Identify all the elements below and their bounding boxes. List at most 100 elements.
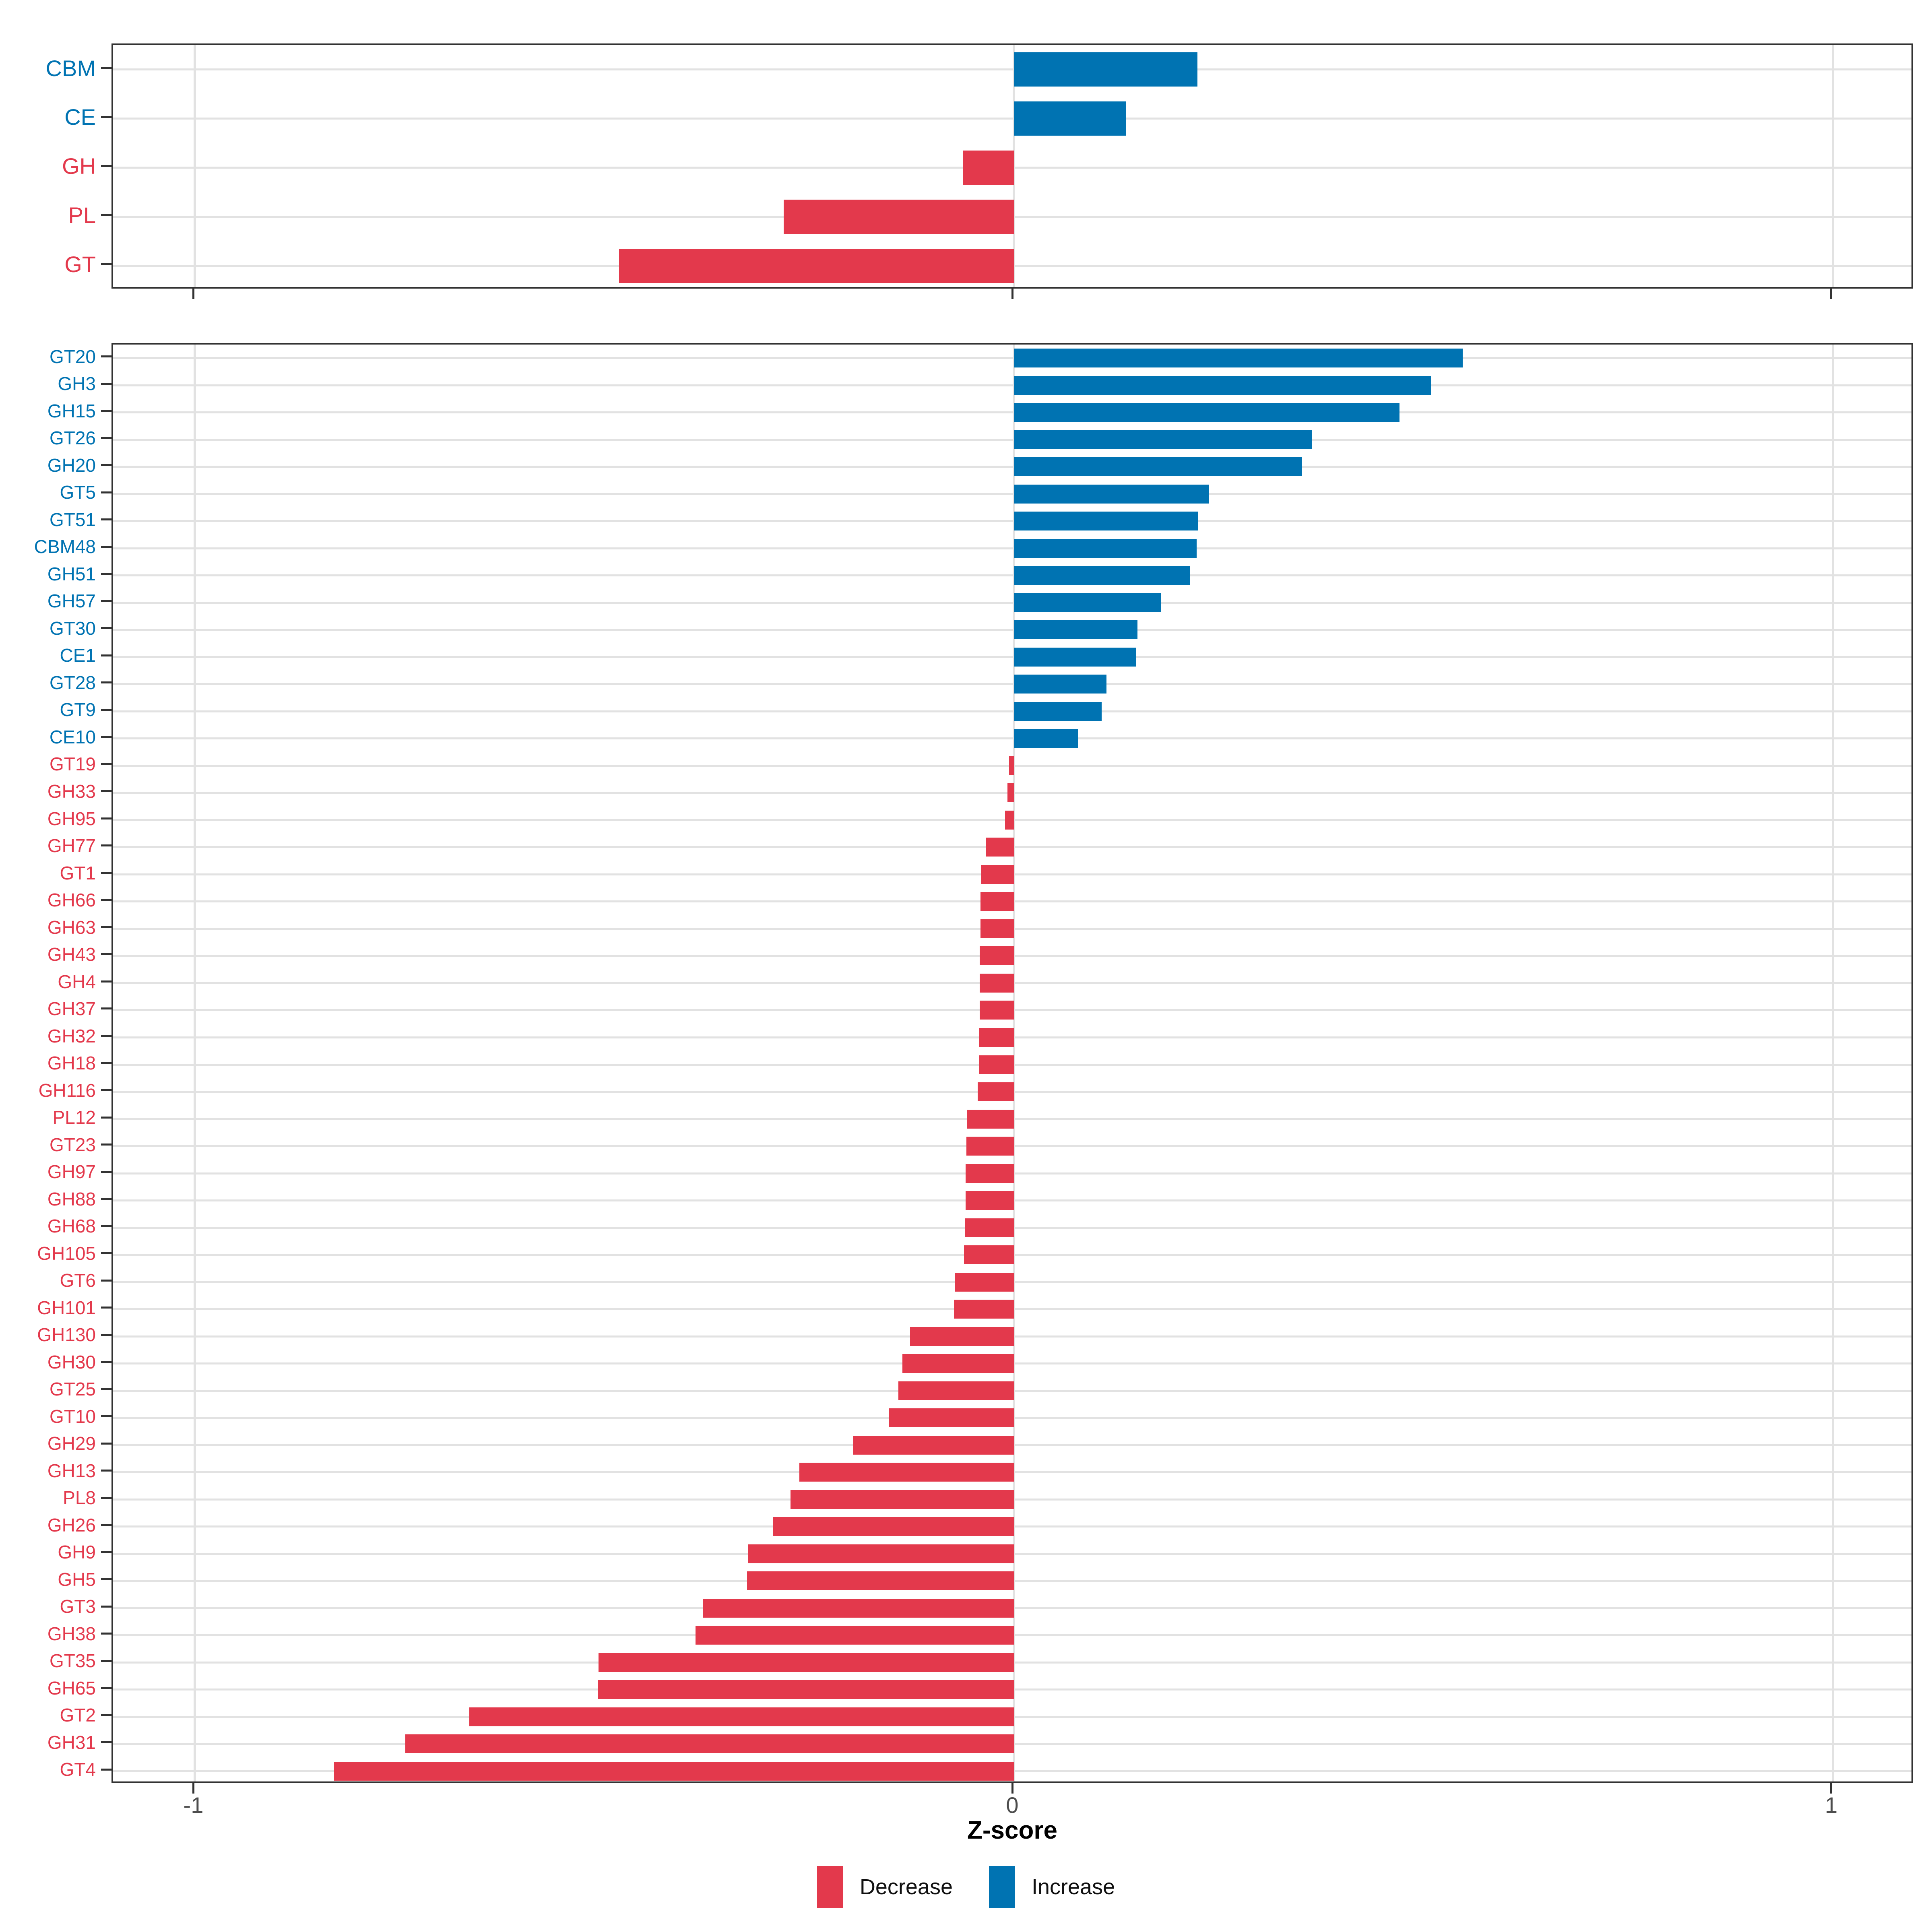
category-label-GT35: GT35 [49,1650,96,1672]
bar-GH63 [980,919,1014,938]
bar-GH37 [979,1001,1014,1020]
bar-GT2 [469,1707,1014,1726]
row-gridline [113,411,1911,414]
category-label-GT51: GT51 [49,509,96,530]
y-tick [101,763,111,765]
category-label-GH43: GH43 [47,944,96,965]
category-label-GT19: GT19 [49,753,96,775]
bar-CBM [1014,52,1197,87]
bar-GT3 [702,1598,1014,1618]
bar-GH29 [853,1435,1014,1455]
category-label-GT3: GT3 [60,1596,96,1617]
y-tick [101,1007,111,1010]
row-gridline [113,384,1911,386]
category-label-GT6: GT6 [60,1270,96,1291]
category-label-GH63: GH63 [47,916,96,938]
row-gridline [113,629,1911,631]
y-tick [101,1496,111,1499]
category-label-GH15: GH15 [47,400,96,421]
category-label-GT20: GT20 [49,346,96,367]
bar-GH43 [979,946,1014,966]
bar-GT [619,248,1014,283]
y-tick [101,1524,111,1526]
category-label-GH20: GH20 [47,454,96,476]
category-label-GH68: GH68 [47,1216,96,1237]
category-label-GH65: GH65 [47,1677,96,1699]
legend-item-increase: Increase [989,1866,1115,1908]
category-label-GH66: GH66 [47,890,96,911]
row-gridline [113,438,1911,441]
row-gridline [113,493,1911,495]
bar-PL [784,199,1014,234]
row-gridline [113,68,1911,71]
bar-GH130 [910,1327,1014,1346]
category-label-GH13: GH13 [47,1460,96,1481]
bar-GH20 [1014,457,1302,477]
row-gridline [113,520,1911,522]
panel-cazyme-families [111,343,1913,1783]
category-label-GH88: GH88 [47,1188,96,1210]
x-axis-title: Z-score [967,1816,1057,1844]
vertical-gridline [194,345,196,1781]
y-tick [101,437,111,439]
bar-GH97 [965,1164,1014,1183]
bar-GH5 [747,1571,1014,1591]
y-tick [101,844,111,847]
y-tick [101,1361,111,1363]
bar-GH105 [964,1245,1014,1265]
bar-GH26 [773,1517,1014,1536]
y-tick [101,116,111,118]
category-label-GH4: GH4 [58,971,96,992]
bar-CE10 [1014,729,1078,748]
bar-GH116 [978,1082,1014,1101]
y-tick [101,790,111,793]
category-label-GH18: GH18 [47,1053,96,1074]
y-tick [101,1144,111,1146]
row-gridline [113,357,1911,359]
bar-CBM48 [1014,539,1197,558]
x-tick [192,289,194,299]
y-tick [101,464,111,466]
y-tick [101,382,111,385]
row-gridline [113,683,1911,685]
y-tick [101,1687,111,1689]
y-tick [101,214,111,216]
bar-GH38 [695,1626,1014,1645]
bar-GT9 [1014,702,1102,721]
y-tick [101,899,111,901]
category-label-GT2: GT2 [60,1705,96,1726]
bar-GT28 [1014,675,1106,694]
category-label-GT30: GT30 [49,617,96,639]
legend-label-increase: Increase [1031,1875,1115,1899]
y-tick [101,1279,111,1282]
category-label-GH97: GH97 [47,1161,96,1183]
bar-GH18 [978,1055,1014,1074]
row-gridline [113,710,1911,712]
y-tick [101,600,111,602]
category-label-GH51: GH51 [47,563,96,584]
y-tick [101,654,111,656]
category-label-GT10: GT10 [49,1406,96,1427]
y-tick [101,1551,111,1553]
y-tick [101,1089,111,1091]
category-label-GH37: GH37 [47,998,96,1020]
y-tick [101,736,111,738]
bar-GT10 [888,1408,1014,1428]
bar-GH95 [1005,810,1014,830]
category-label-GH3: GH3 [58,373,96,394]
x-tick-label-zero: 0 [1006,1792,1019,1818]
bar-GH57 [1014,593,1162,612]
y-tick [101,1415,111,1418]
y-tick [101,1741,111,1744]
x-tick [1830,1783,1833,1794]
y-tick [101,545,111,548]
bar-GT20 [1014,349,1463,368]
y-tick [101,1225,111,1227]
vertical-gridline [1013,45,1015,287]
y-tick [101,953,111,956]
y-tick [101,708,111,711]
category-label-GT26: GT26 [49,427,96,449]
bar-GT4 [334,1761,1014,1781]
row-gridline [113,466,1911,468]
bar-PL8 [790,1490,1014,1509]
